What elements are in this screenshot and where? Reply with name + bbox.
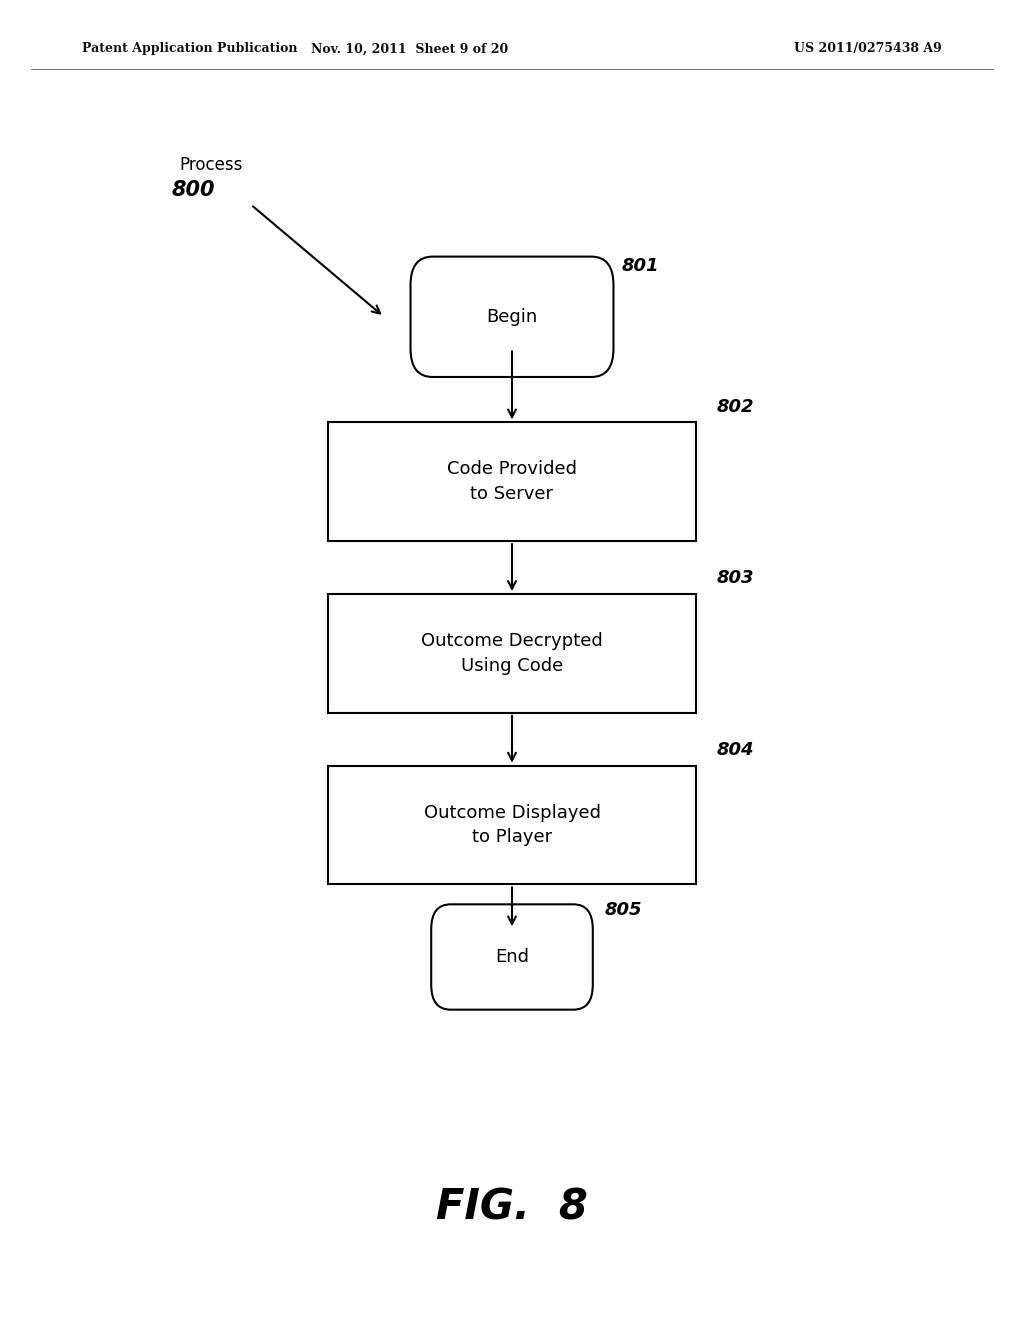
Text: Begin: Begin <box>486 308 538 326</box>
Text: Outcome Decrypted
Using Code: Outcome Decrypted Using Code <box>421 632 603 675</box>
Text: Code Provided
to Server: Code Provided to Server <box>447 461 577 503</box>
Text: 802: 802 <box>717 397 755 416</box>
Text: 803: 803 <box>717 569 755 587</box>
Text: End: End <box>495 948 529 966</box>
Text: Patent Application Publication: Patent Application Publication <box>82 42 297 55</box>
Text: Process: Process <box>179 156 243 174</box>
FancyBboxPatch shape <box>431 904 593 1010</box>
Text: 805: 805 <box>604 900 642 919</box>
Text: Outcome Displayed
to Player: Outcome Displayed to Player <box>424 804 600 846</box>
Text: 801: 801 <box>623 256 659 275</box>
Text: Nov. 10, 2011  Sheet 9 of 20: Nov. 10, 2011 Sheet 9 of 20 <box>311 42 508 55</box>
Bar <box>328 594 696 713</box>
Text: 800: 800 <box>172 180 215 201</box>
Bar <box>328 766 696 884</box>
FancyBboxPatch shape <box>411 256 613 378</box>
Text: US 2011/0275438 A9: US 2011/0275438 A9 <box>795 42 942 55</box>
Text: FIG.  8: FIG. 8 <box>436 1187 588 1229</box>
Bar <box>328 422 696 541</box>
Text: 804: 804 <box>717 741 755 759</box>
